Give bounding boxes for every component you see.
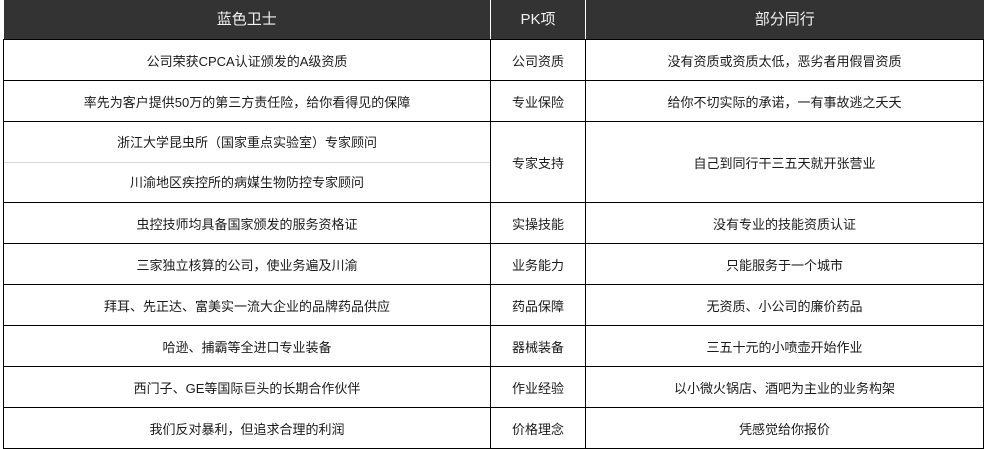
cell-theirs: 给你不切实际的承诺，一有事故逃之夭夭	[585, 80, 984, 122]
cell-ours: 三家独立核算的公司，使业务遍及川渝	[3, 243, 491, 285]
cell-theirs: 没有专业的技能资质认证	[585, 202, 984, 244]
comparison-table-wrapper: 蓝色卫士 PK项 部分同行 公司荣获CPCA认证颁发的A级资质 公司资质 没有资…	[3, 0, 986, 449]
table-header: 蓝色卫士 PK项 部分同行	[3, 0, 984, 40]
table-header-row: 蓝色卫士 PK项 部分同行	[3, 0, 984, 40]
cell-ours: 率先为客户提供50万的第三方责任险，给你看得见的保障	[3, 80, 491, 122]
cell-ours-line-1: 浙江大学昆虫所（国家重点实验室）专家顾问	[4, 123, 490, 163]
cell-topic: 业务能力	[490, 243, 586, 285]
cell-theirs: 三五十元的小喷壶开始作业	[585, 325, 984, 367]
cell-theirs: 没有资质或资质太低，恶劣者用假冒资质	[585, 39, 984, 81]
cell-topic: 价格理念	[490, 407, 586, 449]
cell-theirs: 以小微火锅店、酒吧为主业的业务构架	[585, 366, 984, 408]
table-row-split: 浙江大学昆虫所（国家重点实验室）专家顾问 川渝地区疾控所的病媒生物防控专家顾问 …	[3, 121, 984, 203]
table-body: 公司荣获CPCA认证颁发的A级资质 公司资质 没有资质或资质太低，恶劣者用假冒资…	[3, 39, 984, 449]
cell-ours: 我们反对暴利，但追求合理的利润	[3, 407, 491, 449]
table-row: 哈逊、捕霸等全进口专业装备 器械装备 三五十元的小喷壶开始作业	[3, 325, 984, 367]
cell-topic: 公司资质	[490, 39, 586, 81]
cell-topic: 专家支持	[490, 121, 586, 203]
cell-theirs: 凭感觉给你报价	[585, 407, 984, 449]
header-cell-theirs: 部分同行	[585, 0, 984, 40]
cell-ours: 拜耳、先正达、富美实一流大企业的品牌药品供应	[3, 284, 491, 326]
table-row: 公司荣获CPCA认证颁发的A级资质 公司资质 没有资质或资质太低，恶劣者用假冒资…	[3, 39, 984, 81]
table-row: 虫控技师均具备国家颁发的服务资格证 实操技能 没有专业的技能资质认证	[3, 202, 984, 244]
cell-theirs: 无资质、小公司的廉价药品	[585, 284, 984, 326]
cell-topic: 器械装备	[490, 325, 586, 367]
cell-topic: 药品保障	[490, 284, 586, 326]
table-row: 拜耳、先正达、富美实一流大企业的品牌药品供应 药品保障 无资质、小公司的廉价药品	[3, 284, 984, 326]
table-row: 我们反对暴利，但追求合理的利润 价格理念 凭感觉给你报价	[3, 407, 984, 449]
table-row: 率先为客户提供50万的第三方责任险，给你看得见的保障 专业保险 给你不切实际的承…	[3, 80, 984, 122]
cell-theirs: 只能服务于一个城市	[585, 243, 984, 285]
cell-theirs: 自己到同行干三五天就开张营业	[585, 121, 984, 203]
comparison-table: 蓝色卫士 PK项 部分同行 公司荣获CPCA认证颁发的A级资质 公司资质 没有资…	[3, 0, 984, 449]
cell-ours-split: 浙江大学昆虫所（国家重点实验室）专家顾问 川渝地区疾控所的病媒生物防控专家顾问	[3, 121, 491, 203]
table-row: 三家独立核算的公司，使业务遍及川渝 业务能力 只能服务于一个城市	[3, 243, 984, 285]
cell-topic: 实操技能	[490, 202, 586, 244]
cell-ours: 虫控技师均具备国家颁发的服务资格证	[3, 202, 491, 244]
cell-topic: 作业经验	[490, 366, 586, 408]
cell-topic: 专业保险	[490, 80, 586, 122]
cell-ours: 哈逊、捕霸等全进口专业装备	[3, 325, 491, 367]
cell-ours: 公司荣获CPCA认证颁发的A级资质	[3, 39, 491, 81]
header-cell-ours: 蓝色卫士	[3, 0, 491, 40]
cell-ours-line-2: 川渝地区疾控所的病媒生物防控专家顾问	[129, 174, 364, 190]
table-row: 西门子、GE等国际巨头的长期合作伙伴 作业经验 以小微火锅店、酒吧为主业的业务构…	[3, 366, 984, 408]
header-cell-topic: PK项	[490, 0, 586, 40]
cell-ours: 西门子、GE等国际巨头的长期合作伙伴	[3, 366, 491, 408]
